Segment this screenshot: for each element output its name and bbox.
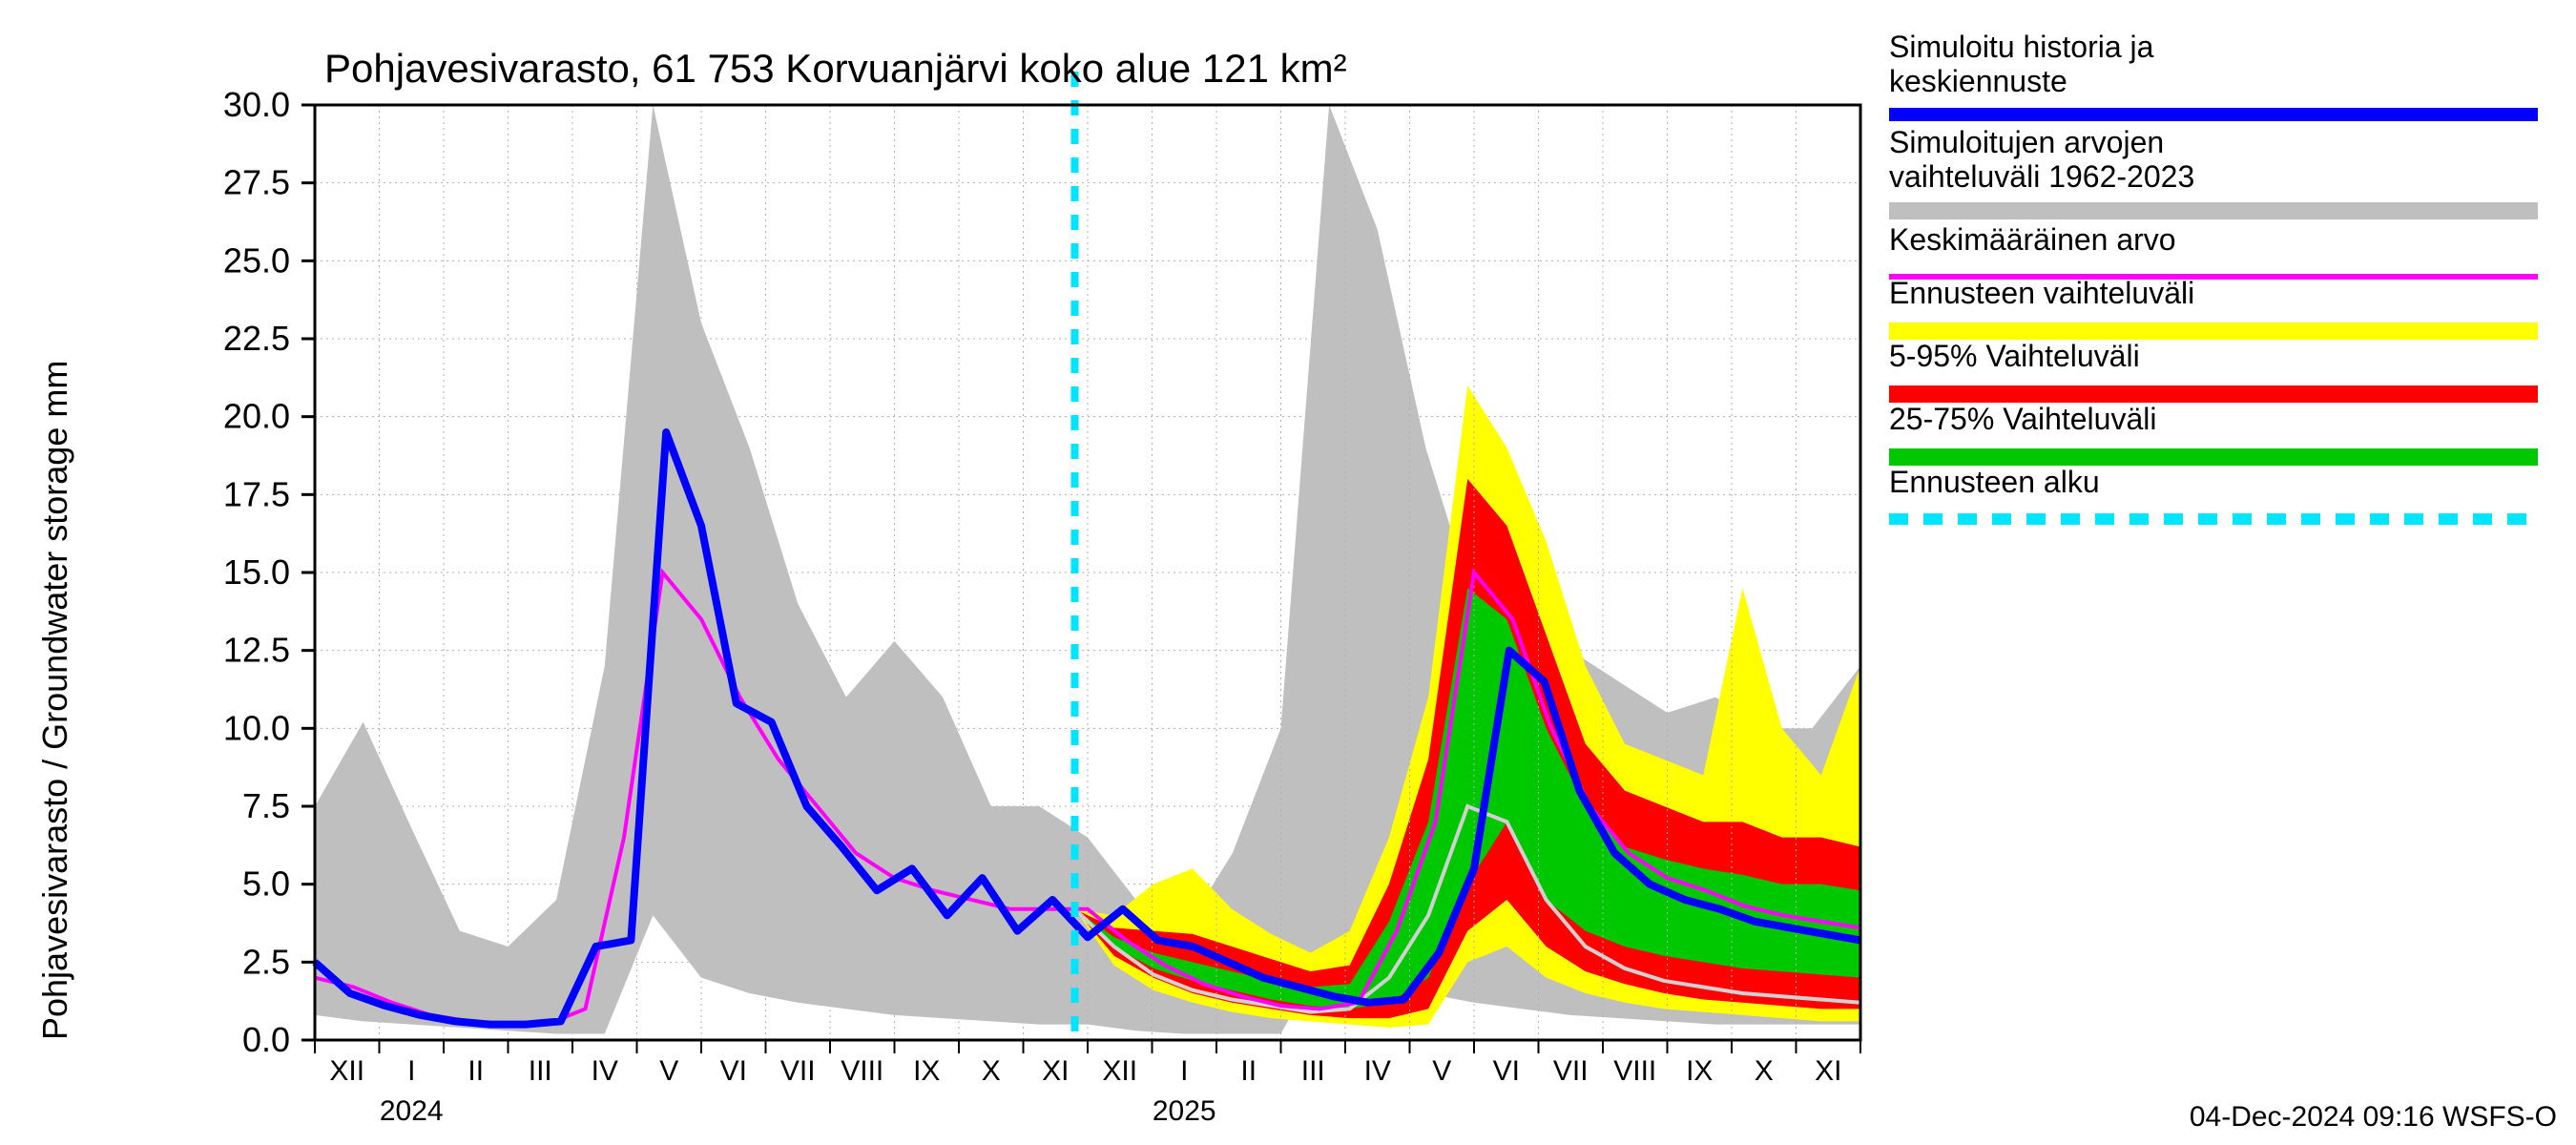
month-label: I [407, 1055, 415, 1087]
y-tick-label: 7.5 [242, 786, 290, 825]
legend-swatch [1889, 323, 2538, 340]
y-tick-label: 17.5 [223, 474, 290, 513]
y-tick-label: 30.0 [223, 85, 290, 124]
legend-label: 25-75% Vaihteluväli [1889, 402, 2156, 436]
legend-label: keskiennuste [1889, 64, 2067, 98]
month-label: IX [913, 1055, 940, 1087]
legend-label: Ennusteen alku [1889, 465, 2100, 499]
month-label: XII [1102, 1055, 1137, 1087]
month-label: V [659, 1055, 678, 1087]
month-label: II [1240, 1055, 1257, 1087]
month-label: XII [329, 1055, 364, 1087]
y-tick-label: 22.5 [223, 319, 290, 358]
legend-label: Keskimääräinen arvo [1889, 222, 2176, 257]
legend-swatch [1889, 202, 2538, 219]
month-label: IV [592, 1055, 618, 1087]
month-label: VI [720, 1055, 747, 1087]
year-label: 2025 [1153, 1095, 1216, 1127]
y-tick-label: 5.0 [242, 864, 290, 904]
legend-swatch [1889, 385, 2538, 403]
y-tick-label: 27.5 [223, 163, 290, 202]
year-label: 2024 [380, 1095, 444, 1127]
y-tick-label: 25.0 [223, 240, 290, 280]
chart-title: Pohjavesivarasto, 61 753 Korvuanjärvi ko… [324, 46, 1347, 91]
y-tick-label: 15.0 [223, 552, 290, 592]
month-label: VII [1553, 1055, 1589, 1087]
month-label: IX [1686, 1055, 1713, 1087]
month-label: II [467, 1055, 484, 1087]
month-label: VII [780, 1055, 816, 1087]
month-label: VIII [1613, 1055, 1656, 1087]
legend-swatch [1889, 448, 2538, 466]
y-axis-label: Pohjavesivarasto / Groundwater storage m… [35, 361, 74, 1040]
month-label: XI [1815, 1055, 1841, 1087]
legend-label: Ennusteen vaihteluväli [1889, 276, 2194, 310]
month-label: III [529, 1055, 552, 1087]
month-label: XI [1042, 1055, 1069, 1087]
chart-container: 0.0 2.5 5.0 7.5 10.0 12.5 15.0 17.5 20.0 22.5 25.0… [0, 0, 2576, 1145]
month-label: IV [1364, 1055, 1391, 1087]
month-label: VIII [841, 1055, 883, 1087]
month-label: III [1301, 1055, 1325, 1087]
legend-label: 5-95% Vaihteluväli [1889, 339, 2140, 373]
month-label: I [1180, 1055, 1188, 1087]
legend-label: Simuloitujen arvojen [1889, 125, 2164, 159]
y-tick-label: 10.0 [223, 708, 290, 747]
month-label: X [1755, 1055, 1774, 1087]
month-label: VI [1493, 1055, 1520, 1087]
y-tick-label: 20.0 [223, 397, 290, 436]
y-tick-label: 12.5 [223, 631, 290, 670]
month-label: X [982, 1055, 1001, 1087]
y-tick-label: 2.5 [242, 942, 290, 981]
month-label: V [1432, 1055, 1451, 1087]
legend-label: Simuloitu historia ja [1889, 30, 2154, 64]
legend-label: vaihteluväli 1962-2023 [1889, 159, 2194, 194]
y-tick-label: 0.0 [242, 1020, 290, 1059]
footer-text: 04-Dec-2024 09:16 WSFS-O [2190, 1101, 2557, 1133]
chart-svg: 0.0 2.5 5.0 7.5 10.0 12.5 15.0 17.5 20.0 22.5 25.0… [0, 0, 2576, 1145]
